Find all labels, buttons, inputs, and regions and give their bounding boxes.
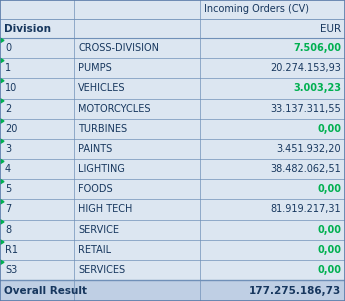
- Polygon shape: [0, 159, 4, 164]
- Text: Overall Result: Overall Result: [4, 286, 87, 296]
- Text: 3.451.932,20: 3.451.932,20: [276, 144, 341, 154]
- Text: 0,00: 0,00: [317, 225, 341, 234]
- Text: Incoming Orders (CV): Incoming Orders (CV): [204, 5, 309, 14]
- Text: S3: S3: [5, 265, 17, 275]
- Text: SERVICES: SERVICES: [78, 265, 125, 275]
- Text: TURBINES: TURBINES: [78, 124, 127, 134]
- Polygon shape: [0, 58, 4, 63]
- Text: MOTORCYCLES: MOTORCYCLES: [78, 104, 151, 113]
- Text: 1: 1: [5, 63, 11, 73]
- Text: CROSS-DIVISION: CROSS-DIVISION: [78, 43, 159, 53]
- Polygon shape: [0, 38, 4, 43]
- Text: 5: 5: [5, 184, 11, 194]
- Text: 7: 7: [5, 204, 11, 214]
- Polygon shape: [0, 78, 4, 83]
- Text: LIGHTING: LIGHTING: [78, 164, 125, 174]
- Text: PUMPS: PUMPS: [78, 63, 112, 73]
- Text: EUR: EUR: [320, 23, 341, 33]
- Text: R1: R1: [5, 245, 18, 255]
- Bar: [0, 280, 345, 301]
- Text: FOODS: FOODS: [78, 184, 113, 194]
- Text: HIGH TECH: HIGH TECH: [78, 204, 132, 214]
- Text: 0,00: 0,00: [317, 124, 341, 134]
- Polygon shape: [0, 260, 4, 265]
- Text: 0: 0: [5, 43, 11, 53]
- Polygon shape: [0, 98, 4, 103]
- Text: 33.137.311,55: 33.137.311,55: [270, 104, 341, 113]
- Text: 3: 3: [5, 144, 11, 154]
- Text: 20: 20: [5, 124, 17, 134]
- Polygon shape: [0, 199, 4, 204]
- Text: RETAIL: RETAIL: [78, 245, 111, 255]
- Text: PAINTS: PAINTS: [78, 144, 112, 154]
- Text: 7.506,00: 7.506,00: [293, 43, 341, 53]
- Text: 177.275.186,73: 177.275.186,73: [249, 286, 341, 296]
- Bar: [0, 0, 345, 19]
- Text: 4: 4: [5, 164, 11, 174]
- Text: VEHICLES: VEHICLES: [78, 83, 126, 93]
- Text: 0,00: 0,00: [317, 265, 341, 275]
- Text: 3.003,23: 3.003,23: [293, 83, 341, 93]
- Text: 10: 10: [5, 83, 17, 93]
- Polygon shape: [0, 179, 4, 184]
- Text: 0,00: 0,00: [317, 245, 341, 255]
- Text: 20.274.153,93: 20.274.153,93: [270, 63, 341, 73]
- Bar: [0, 19, 345, 38]
- Polygon shape: [0, 119, 4, 123]
- Polygon shape: [0, 240, 4, 244]
- Text: 81.919.217,31: 81.919.217,31: [270, 204, 341, 214]
- Text: Division: Division: [4, 23, 51, 33]
- Polygon shape: [0, 139, 4, 144]
- Text: 38.482.062,51: 38.482.062,51: [270, 164, 341, 174]
- Polygon shape: [0, 219, 4, 224]
- Text: SERVICE: SERVICE: [78, 225, 119, 234]
- Bar: [0, 280, 345, 301]
- Text: 0,00: 0,00: [317, 184, 341, 194]
- Text: 2: 2: [5, 104, 11, 113]
- Text: 8: 8: [5, 225, 11, 234]
